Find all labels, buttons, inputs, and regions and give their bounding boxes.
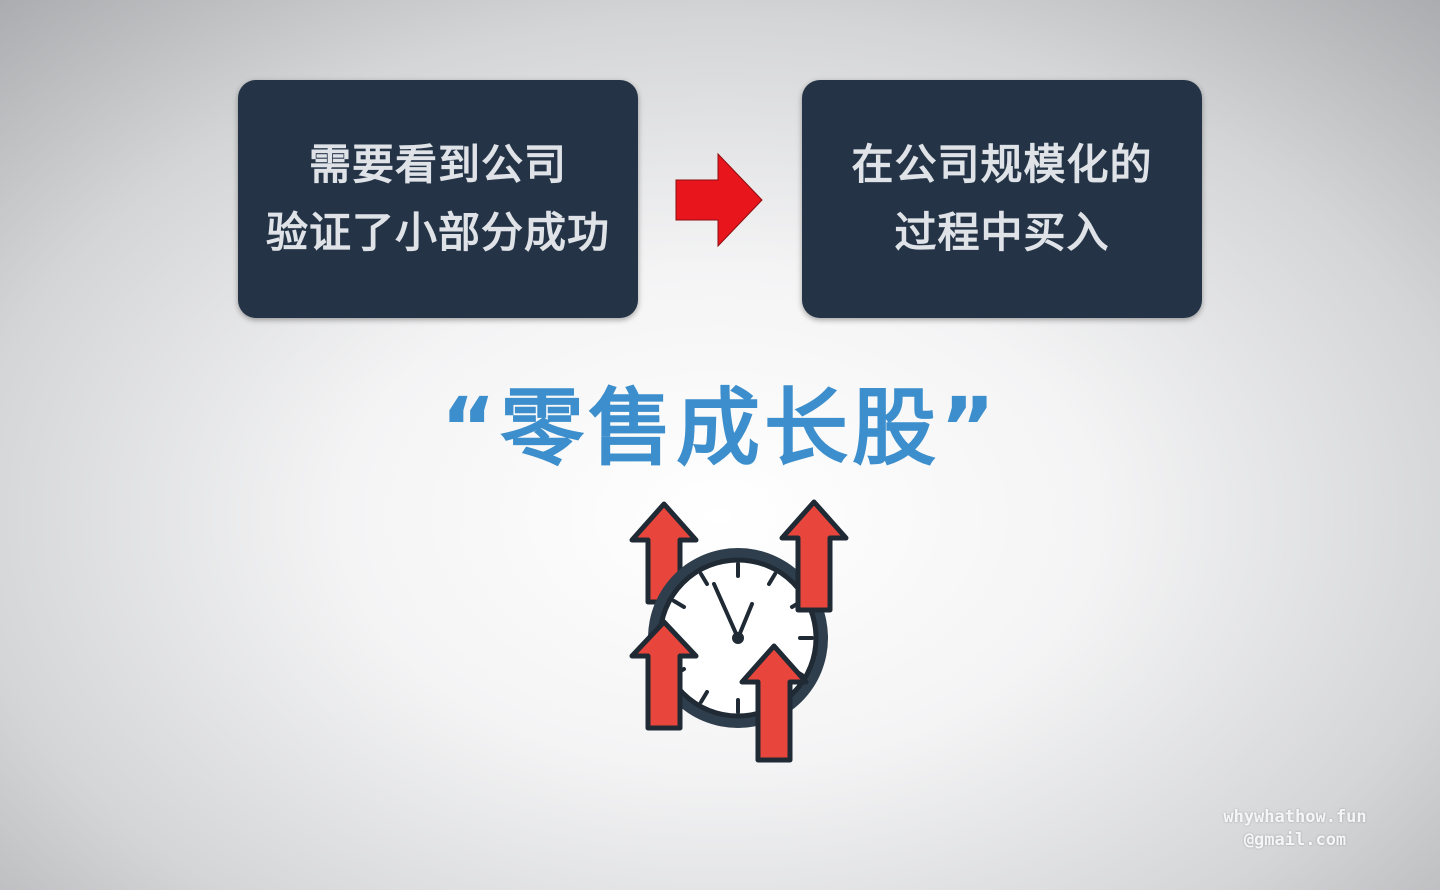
red-right-arrow-icon [674,152,764,248]
left-box-line-1: 需要看到公司 [308,140,567,189]
left-box-line-2: 验证了小部分成功 [265,208,610,257]
right-box-line-1: 在公司规模化的 [851,140,1153,189]
right-box-line-2: 过程中买入 [894,208,1110,257]
right-text-box: 在公司规模化的 过程中买入 [802,80,1202,318]
clock-with-up-arrows-icon [600,492,860,768]
watermark: whywhathow.fun @gmail.com [1180,806,1410,852]
up-arrow-lower-left [629,619,699,731]
up-arrow-upper-right [779,499,849,613]
watermark-line-1: whywhathow.fun [1223,807,1367,827]
watermark-line-2: @gmail.com [1243,830,1347,850]
up-arrow-lower-center [739,643,809,763]
left-text-box: 需要看到公司 验证了小部分成功 [238,80,638,318]
title-retail-growth-stock: “零售成长股” [440,379,1000,477]
